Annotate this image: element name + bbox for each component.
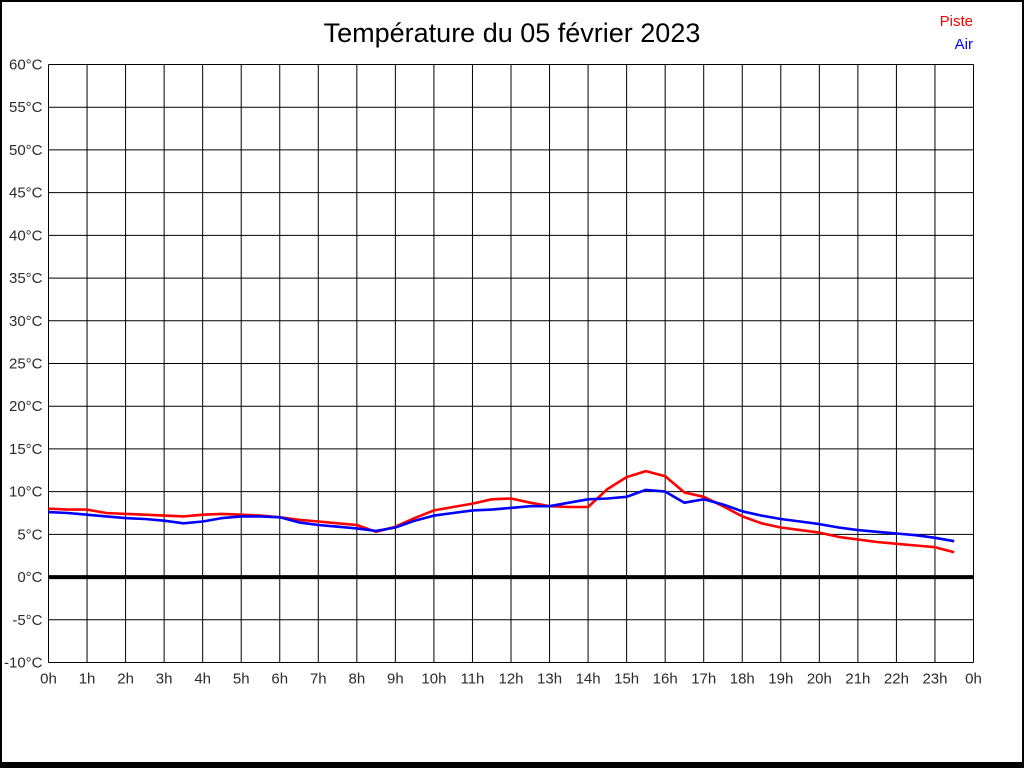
y-axis-tick-label: 60°C — [9, 57, 43, 74]
x-axis-tick-label: 17h — [691, 671, 716, 688]
y-axis-tick-label: 45°C — [9, 185, 43, 202]
y-axis-tick-label: 50°C — [9, 142, 43, 159]
x-axis-tick-label: 12h — [498, 671, 523, 688]
y-axis-tick-label: 25°C — [9, 356, 43, 373]
x-axis-tick-label: 14h — [576, 671, 601, 688]
x-axis-tick-label: 6h — [271, 671, 288, 688]
x-axis-tick-label: 8h — [348, 671, 365, 688]
y-axis-tick-label: 40°C — [9, 227, 43, 244]
y-axis-tick-label: 10°C — [9, 484, 43, 501]
x-axis-tick-label: 20h — [807, 671, 832, 688]
y-axis-tick-label: -5°C — [12, 612, 42, 629]
x-axis-tick-label: 2h — [117, 671, 134, 688]
y-axis-tick-label: 30°C — [9, 313, 43, 330]
x-axis-tick-label: 19h — [768, 671, 793, 688]
y-axis-tick-label: 5°C — [17, 526, 42, 543]
y-axis-tick-label: 0°C — [17, 569, 42, 586]
x-axis-tick-label: 16h — [653, 671, 678, 688]
x-axis-tick-label: 3h — [156, 671, 173, 688]
x-axis-tick-label: 5h — [233, 671, 250, 688]
x-axis-tick-label: 1h — [79, 671, 96, 688]
x-axis-tick-label: 13h — [537, 671, 562, 688]
x-axis-tick-label: 7h — [310, 671, 327, 688]
x-axis-tick-label: 0h — [40, 671, 57, 688]
y-axis-tick-label: 55°C — [9, 99, 43, 116]
x-axis-tick-label: 10h — [421, 671, 446, 688]
x-axis-tick-label: 0h — [965, 671, 982, 688]
x-axis-tick-label: 21h — [845, 671, 870, 688]
x-axis-tick-label: 18h — [730, 671, 755, 688]
y-axis-tick-label: -10°C — [4, 655, 43, 672]
x-axis-tick-label: 15h — [614, 671, 639, 688]
y-axis-tick-label: 35°C — [9, 270, 43, 287]
legend-item-air: Air — [954, 36, 973, 53]
x-axis-tick-label: 23h — [922, 671, 947, 688]
x-axis-tick-label: 9h — [387, 671, 404, 688]
chart-title: Température du 05 février 2023 — [323, 18, 701, 48]
chart-legend: Piste Air — [940, 10, 973, 56]
x-axis-tick-label: 11h — [460, 671, 484, 688]
x-axis-tick-label: 22h — [884, 671, 909, 688]
x-axis-tick-label: 4h — [194, 671, 211, 688]
series-line-piste — [48, 469, 955, 554]
y-axis-tick-label: 20°C — [9, 398, 43, 415]
y-axis-tick-label: 15°C — [9, 441, 43, 458]
legend-item-piste: Piste — [939, 13, 973, 30]
series-line-air — [48, 488, 955, 543]
